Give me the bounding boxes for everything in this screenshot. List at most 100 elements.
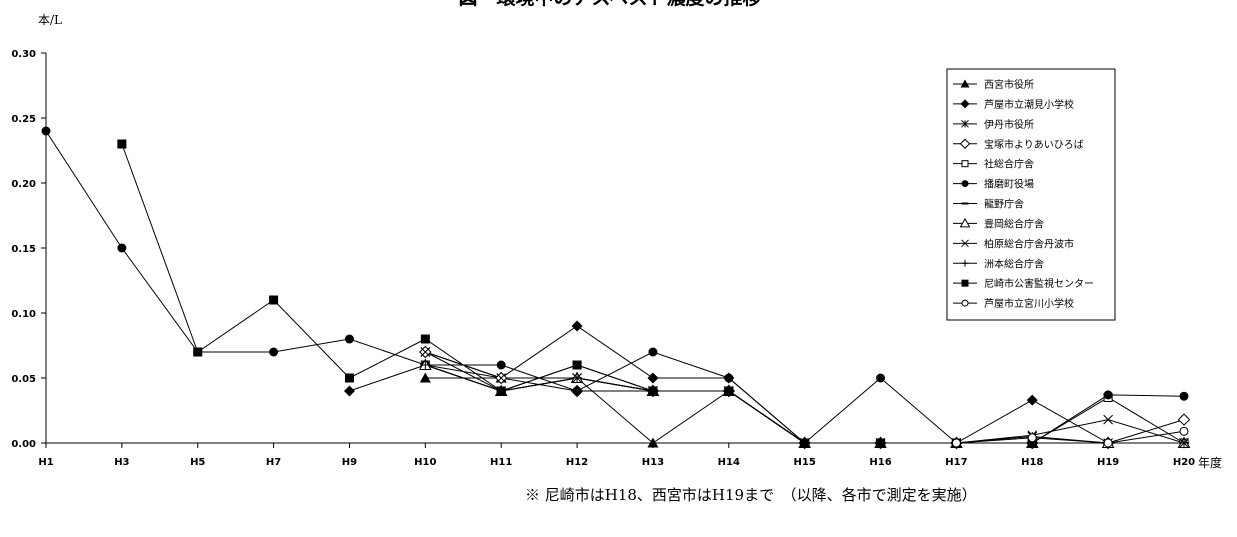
marker-shape bbox=[572, 386, 582, 396]
marker-shape bbox=[496, 360, 506, 370]
series-line bbox=[425, 364, 1184, 444]
x-tick-label: H16 bbox=[869, 457, 891, 468]
data-point bbox=[1027, 433, 1037, 443]
data-point bbox=[572, 360, 582, 370]
marker-shape bbox=[961, 299, 969, 307]
marker-shape bbox=[420, 347, 431, 357]
legend-item: 伊丹市役所 bbox=[953, 118, 1034, 131]
data-point bbox=[420, 347, 431, 357]
data-point bbox=[724, 386, 734, 396]
marker-shape bbox=[961, 239, 969, 248]
legend-label: 芦屋市立潮見小学校 bbox=[984, 98, 1074, 111]
marker-shape bbox=[1103, 438, 1113, 448]
series-markers-3 bbox=[420, 347, 1189, 448]
legend-item: 豊岡総合庁舎 bbox=[953, 217, 1044, 230]
legend-label: 豊岡総合庁舎 bbox=[984, 217, 1044, 230]
data-point bbox=[648, 386, 658, 396]
data-point bbox=[343, 385, 355, 397]
series-markers-4 bbox=[419, 345, 1191, 450]
series-4 bbox=[425, 351, 1185, 444]
data-point bbox=[344, 373, 354, 383]
series-line bbox=[425, 364, 1184, 444]
marker-shape bbox=[648, 386, 658, 396]
marker-shape bbox=[960, 99, 970, 109]
x-tick-label: H5 bbox=[190, 457, 205, 468]
data-point bbox=[344, 334, 354, 344]
series-line bbox=[956, 430, 1185, 444]
marker-shape bbox=[1027, 433, 1037, 443]
data-point bbox=[961, 180, 969, 188]
x-tick-label: H15 bbox=[794, 457, 816, 468]
marker-shape bbox=[647, 437, 659, 448]
legend-label: 芦屋市立宮川小学校 bbox=[984, 297, 1074, 310]
data-point bbox=[876, 438, 886, 448]
y-tick-label: 0.15 bbox=[11, 244, 36, 255]
data-point bbox=[724, 373, 734, 383]
x-tick-label: H17 bbox=[945, 457, 967, 468]
data-point bbox=[959, 138, 971, 149]
data-point bbox=[961, 279, 969, 287]
marker-shape bbox=[648, 347, 658, 357]
x-tick-label: H3 bbox=[114, 457, 129, 468]
legend-item: 芦屋市立潮見小学校 bbox=[953, 98, 1074, 111]
marker-shape bbox=[496, 373, 507, 383]
marker-shape bbox=[344, 373, 354, 383]
marker-shape bbox=[1026, 394, 1038, 406]
data-point bbox=[961, 299, 969, 307]
data-point bbox=[1103, 438, 1113, 448]
data-point bbox=[420, 334, 430, 344]
marker-shape bbox=[959, 138, 971, 149]
legend-label: 洲本総合庁舎 bbox=[984, 257, 1044, 270]
data-point bbox=[1177, 413, 1191, 426]
legend-label: 龍野庁舎 bbox=[984, 198, 1024, 211]
marker-shape bbox=[571, 320, 583, 332]
x-tick-label: H10 bbox=[414, 457, 436, 468]
series-markers-5 bbox=[420, 360, 1189, 448]
data-point bbox=[269, 295, 279, 305]
data-point bbox=[961, 160, 969, 168]
marker-shape bbox=[876, 373, 886, 383]
series-5 bbox=[425, 364, 1185, 444]
series-line bbox=[425, 351, 1184, 444]
marker-shape bbox=[1103, 390, 1113, 400]
x-tick-label: H14 bbox=[718, 457, 740, 468]
data-point bbox=[961, 239, 969, 248]
legend-item: 柏原総合庁舎丹波市 bbox=[953, 237, 1074, 250]
x-tick-label: H7 bbox=[266, 457, 281, 468]
marker-shape bbox=[1103, 414, 1113, 425]
marker-shape bbox=[951, 438, 961, 448]
legend-item: 洲本総合庁舎 bbox=[953, 257, 1044, 270]
data-point bbox=[572, 373, 582, 383]
data-point bbox=[960, 99, 970, 109]
x-axis-label: 年度 bbox=[1198, 455, 1222, 470]
series-line bbox=[425, 364, 1184, 444]
data-point bbox=[800, 438, 810, 448]
legend-item: 播磨町役場 bbox=[953, 178, 1034, 191]
legend-item: 龍野庁舎 bbox=[953, 198, 1024, 211]
series-markers-12 bbox=[951, 426, 1189, 448]
marker-shape bbox=[1179, 426, 1189, 436]
data-point bbox=[496, 360, 506, 370]
series-7 bbox=[425, 364, 1184, 444]
marker-shape bbox=[572, 360, 582, 370]
legend-item: 芦屋市立宮川小学校 bbox=[953, 297, 1074, 310]
y-tick-label: 0.05 bbox=[11, 374, 36, 385]
data-point bbox=[1179, 438, 1189, 448]
y-tick-label: 0.20 bbox=[11, 179, 36, 190]
data-point bbox=[1103, 414, 1113, 425]
marker-shape bbox=[800, 438, 810, 448]
series-10 bbox=[425, 364, 1184, 444]
marker-shape bbox=[269, 347, 279, 357]
data-point bbox=[419, 372, 431, 383]
x-tick-label: H18 bbox=[1021, 457, 1043, 468]
x-tick-label: H9 bbox=[342, 457, 357, 468]
x-tick-label: H1 bbox=[38, 457, 53, 468]
marker-shape bbox=[961, 180, 969, 188]
y-tick-label: 0.30 bbox=[11, 49, 36, 60]
data-point bbox=[961, 119, 969, 128]
data-point bbox=[648, 347, 658, 357]
marker-shape bbox=[269, 295, 279, 305]
marker-shape bbox=[876, 438, 886, 448]
